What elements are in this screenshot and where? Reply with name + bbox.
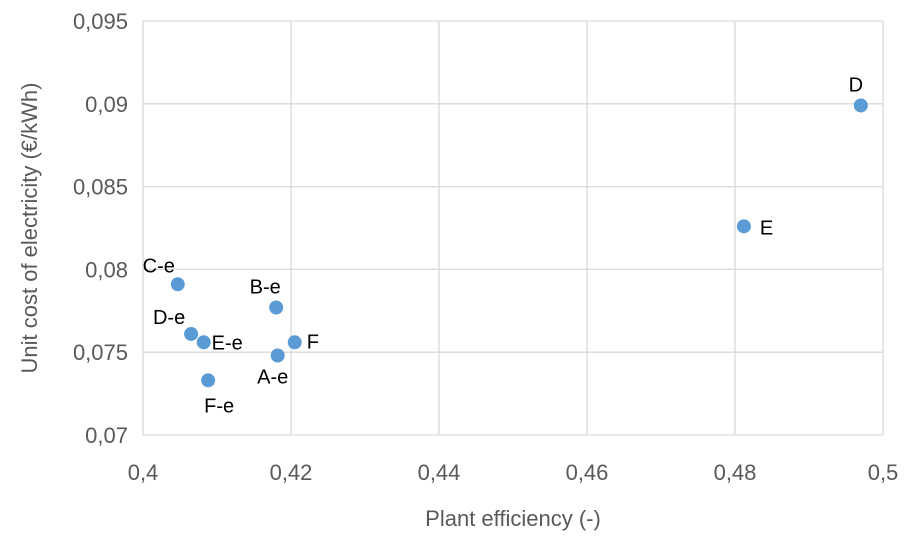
data-point-a-e[interactable] [270, 348, 285, 363]
data-point-d-e[interactable] [184, 326, 199, 341]
data-label-d: D [849, 74, 863, 96]
y-tick-label: 0,085 [73, 175, 128, 200]
y-axis-title: Unit cost of electricity (€/kWh) [17, 83, 42, 374]
grid-layer [142, 20, 884, 436]
y-tick-label: 0,07 [85, 423, 128, 448]
data-point-e-e[interactable] [196, 335, 211, 350]
x-tick-label: 0,48 [714, 460, 757, 485]
data-label-d-e: D-e [153, 307, 185, 329]
data-point-b-e[interactable] [269, 300, 284, 315]
x-tick-label: 0,44 [418, 460, 461, 485]
data-label-f: F [307, 331, 319, 353]
data-point-c-e[interactable] [170, 277, 185, 292]
data-label-b-e: B-e [250, 276, 281, 298]
x-axis-ticks: 0,4 0,42 0,44 0,46 0,48 0,5 [128, 460, 899, 485]
data-point-d[interactable] [853, 98, 868, 113]
x-axis-title: Plant efficiency (-) [425, 506, 601, 531]
x-tick-label: 0,46 [566, 460, 609, 485]
x-tick-label: 0,5 [868, 460, 899, 485]
y-tick-label: 0,09 [85, 92, 128, 117]
data-label-f-e: F-e [204, 395, 234, 417]
y-tick-label: 0,095 [73, 9, 128, 34]
data-points [170, 98, 868, 388]
data-label-e-e: E-e [212, 332, 243, 354]
y-tick-label: 0,075 [73, 340, 128, 365]
data-label-a-e: A-e [257, 367, 288, 389]
x-tick-label: 0,42 [270, 460, 313, 485]
y-tick-label: 0,08 [85, 257, 128, 282]
data-labels: D E C-e B-e D-e E-e F A-e F-e [143, 74, 863, 417]
x-tick-label: 0,4 [128, 460, 159, 485]
y-axis-ticks: 0,07 0,075 0,08 0,085 0,09 0,095 [73, 9, 128, 448]
data-label-e: E [760, 217, 773, 239]
data-point-f-e[interactable] [201, 373, 216, 388]
data-point-f[interactable] [287, 335, 302, 350]
data-label-c-e: C-e [143, 255, 175, 277]
data-point-e[interactable] [736, 219, 751, 234]
